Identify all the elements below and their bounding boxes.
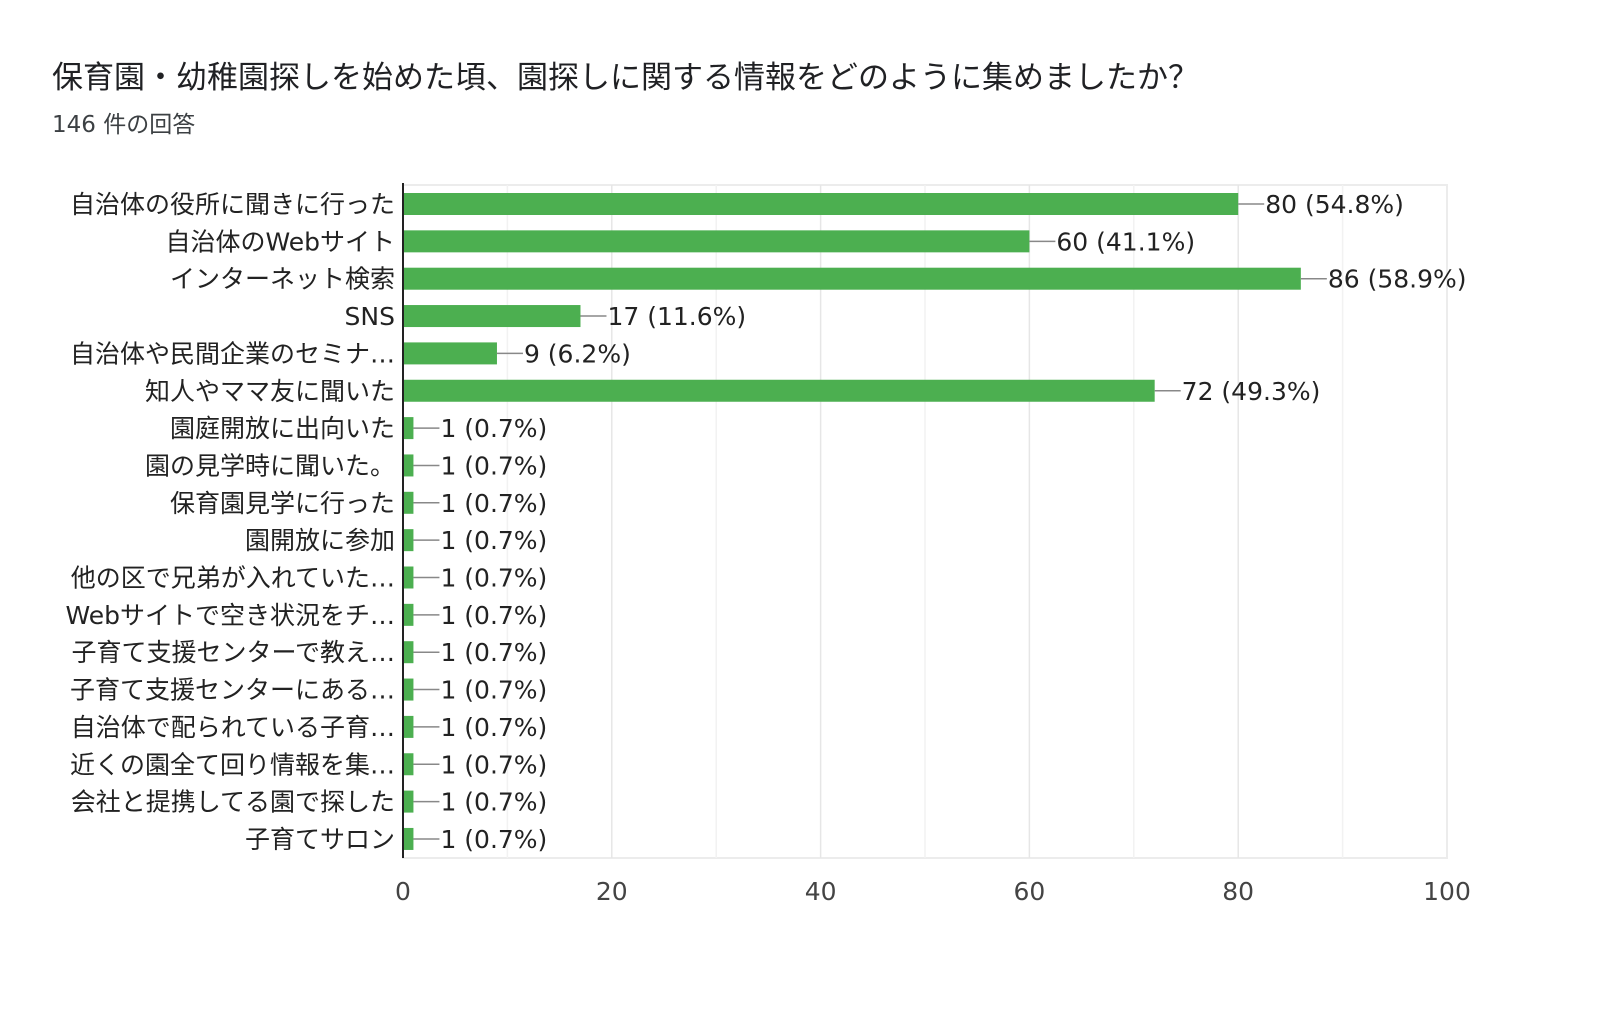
value-label: 1 (0.7%) <box>440 526 547 555</box>
value-label: 17 (11.6%) <box>607 302 746 331</box>
chart-title: 保育園・幼稚園探しを始めた頃、園探しに関する情報をどのように集めましたか？ <box>52 60 1199 96</box>
value-label: 1 (0.7%) <box>440 788 547 817</box>
bar <box>403 193 1239 215</box>
category-label: 園の見学時に聞いた。 <box>145 451 395 480</box>
bar <box>403 230 1030 253</box>
bar <box>403 715 414 738</box>
x-tick-label: 20 <box>596 877 628 906</box>
value-label: 1 (0.7%) <box>440 414 547 443</box>
category-label: 自治体のWebサイト <box>165 227 395 256</box>
value-label: 80 (54.8%) <box>1265 190 1404 219</box>
bar <box>403 827 414 850</box>
value-label: 1 (0.7%) <box>440 676 547 705</box>
category-label: Webサイトで空き状況をチ… <box>65 601 395 630</box>
category-label: 子育て支援センターにある… <box>70 676 395 705</box>
category-label: 園庭開放に出向いた <box>170 414 395 443</box>
category-label: 自治体の役所に聞きに行った <box>70 190 395 219</box>
category-label: SNS <box>345 302 395 331</box>
value-label: 1 (0.7%) <box>440 451 547 480</box>
category-label: 近くの園全て回り情報を集… <box>70 750 395 779</box>
bars <box>403 193 1327 850</box>
value-label: 1 (0.7%) <box>440 489 547 518</box>
bar <box>403 454 414 477</box>
value-label: 1 (0.7%) <box>440 638 547 667</box>
category-label: 自治体で配られている子育… <box>71 713 395 742</box>
bar <box>403 753 414 776</box>
value-label: 1 (0.7%) <box>440 564 547 593</box>
value-label: 1 (0.7%) <box>440 713 547 742</box>
value-label: 1 (0.7%) <box>440 750 547 779</box>
value-label: 1 (0.7%) <box>440 601 547 630</box>
bar <box>403 379 1155 402</box>
bar <box>403 491 414 514</box>
bar <box>403 641 414 664</box>
category-label: インターネット検索 <box>170 265 395 294</box>
value-label: 86 (58.9%) <box>1328 265 1467 294</box>
category-label: 子育てサロン <box>245 825 395 854</box>
x-tick-label: 100 <box>1423 877 1471 906</box>
bar <box>403 342 497 365</box>
x-tick-label: 80 <box>1222 877 1254 906</box>
category-label: 他の区で兄弟が入れていた… <box>71 564 395 593</box>
x-tick-label: 0 <box>395 877 411 906</box>
category-label: 園開放に参加 <box>245 526 395 555</box>
bar <box>403 417 414 440</box>
category-label: 自治体や民間企業のセミナ… <box>70 339 395 368</box>
x-tick-label: 40 <box>805 877 837 906</box>
bar <box>403 305 581 328</box>
x-tick-label: 60 <box>1013 877 1045 906</box>
value-label: 9 (6.2%) <box>524 339 631 368</box>
bar <box>403 529 414 552</box>
bar <box>403 790 414 813</box>
category-label: 知人やママ友に聞いた <box>145 377 395 406</box>
value-label: 60 (41.1%) <box>1056 227 1195 256</box>
category-label: 会社と提携してる園で探した <box>71 788 395 817</box>
category-label: 保育園見学に行った <box>170 489 395 518</box>
response-count: 146 件の回答 <box>52 112 196 138</box>
value-label: 1 (0.7%) <box>440 825 547 854</box>
value-label: 72 (49.3%) <box>1182 377 1321 406</box>
category-label: 子育て支援センターで教え… <box>71 638 395 667</box>
bar <box>403 603 414 626</box>
bar <box>403 678 414 701</box>
labels: 0 20 40 60 80 100 80 (54.8%) 自治体の役所に聞きに行った 60 (4… <box>65 190 1470 906</box>
bar <box>403 267 1301 290</box>
bar <box>403 566 414 589</box>
